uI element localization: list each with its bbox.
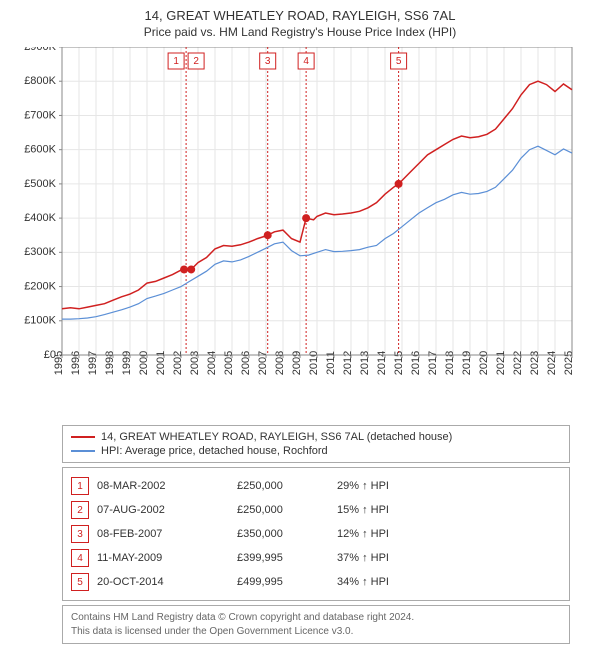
sale-num-badge: 5 xyxy=(71,573,89,591)
svg-text:4: 4 xyxy=(303,56,309,67)
sale-price: £350,000 xyxy=(237,528,337,540)
svg-text:2012: 2012 xyxy=(342,351,354,375)
svg-text:2002: 2002 xyxy=(172,351,184,375)
svg-text:2003: 2003 xyxy=(189,351,201,375)
sale-price: £250,000 xyxy=(237,480,337,492)
svg-text:2021: 2021 xyxy=(495,351,507,375)
svg-text:1999: 1999 xyxy=(121,351,133,375)
legend-label: 14, GREAT WHEATLEY ROAD, RAYLEIGH, SS6 7… xyxy=(101,431,452,443)
footer-box: Contains HM Land Registry data © Crown c… xyxy=(62,605,570,644)
svg-text:1996: 1996 xyxy=(70,351,82,375)
legend-box: 14, GREAT WHEATLEY ROAD, RAYLEIGH, SS6 7… xyxy=(62,425,570,463)
svg-text:£900K: £900K xyxy=(24,47,56,53)
svg-text:£500K: £500K xyxy=(24,178,56,190)
sale-diff: 34% ↑ HPI xyxy=(337,576,561,588)
svg-text:2020: 2020 xyxy=(478,351,490,375)
svg-text:2001: 2001 xyxy=(155,351,167,375)
svg-text:2017: 2017 xyxy=(427,351,439,375)
svg-text:2009: 2009 xyxy=(291,351,303,375)
chart-plot-wrapper: £0£100K£200K£300K£400K£500K£600K£700K£80… xyxy=(10,47,590,419)
chart-subtitle: Price paid vs. HM Land Registry's House … xyxy=(10,25,590,39)
sale-row: 4 11-MAY-2009£399,99537% ↑ HPI xyxy=(71,546,561,570)
sale-row: 5 20-OCT-2014£499,99534% ↑ HPI xyxy=(71,570,561,594)
footer-line-2: This data is licensed under the Open Gov… xyxy=(71,625,561,639)
svg-text:2018: 2018 xyxy=(444,351,456,375)
svg-text:2006: 2006 xyxy=(240,351,252,375)
svg-text:2010: 2010 xyxy=(308,351,320,375)
sale-date: 08-FEB-2007 xyxy=(97,528,237,540)
svg-text:2025: 2025 xyxy=(563,351,575,375)
svg-text:2015: 2015 xyxy=(393,351,405,375)
sale-diff: 15% ↑ HPI xyxy=(337,504,561,516)
svg-text:2019: 2019 xyxy=(461,351,473,375)
sale-date: 07-AUG-2002 xyxy=(97,504,237,516)
sale-price: £399,995 xyxy=(237,552,337,564)
svg-text:2022: 2022 xyxy=(512,351,524,375)
svg-text:2014: 2014 xyxy=(376,351,388,375)
svg-text:1998: 1998 xyxy=(104,351,116,375)
svg-text:£700K: £700K xyxy=(24,109,56,121)
legend-item: 14, GREAT WHEATLEY ROAD, RAYLEIGH, SS6 7… xyxy=(71,430,561,444)
svg-text:2000: 2000 xyxy=(138,351,150,375)
sale-num-badge: 3 xyxy=(71,525,89,543)
legend-swatch xyxy=(71,436,95,438)
svg-text:1995: 1995 xyxy=(53,351,65,375)
chart-svg: £0£100K£200K£300K£400K£500K£600K£700K£80… xyxy=(10,47,590,391)
svg-text:2007: 2007 xyxy=(257,351,269,375)
legend-item: HPI: Average price, detached house, Roch… xyxy=(71,444,561,458)
legend-swatch xyxy=(71,450,95,452)
sale-price: £250,000 xyxy=(237,504,337,516)
sale-date: 08-MAR-2002 xyxy=(97,480,237,492)
svg-text:2004: 2004 xyxy=(206,351,218,375)
svg-text:1997: 1997 xyxy=(87,351,99,375)
svg-text:3: 3 xyxy=(265,56,271,67)
sale-num-badge: 2 xyxy=(71,501,89,519)
chart-container: 14, GREAT WHEATLEY ROAD, RAYLEIGH, SS6 7… xyxy=(0,0,600,650)
svg-text:£200K: £200K xyxy=(24,280,56,292)
svg-text:1: 1 xyxy=(173,56,179,67)
sales-table: 1 08-MAR-2002£250,00029% ↑ HPI 2 07-AUG-200… xyxy=(62,467,570,601)
footer-line-1: Contains HM Land Registry data © Crown c… xyxy=(71,611,561,625)
sale-num-badge: 1 xyxy=(71,477,89,495)
svg-text:2016: 2016 xyxy=(410,351,422,375)
svg-text:£100K: £100K xyxy=(24,315,56,327)
svg-text:2023: 2023 xyxy=(529,351,541,375)
svg-text:£300K: £300K xyxy=(24,246,56,258)
svg-text:2024: 2024 xyxy=(546,351,558,375)
svg-text:£600K: £600K xyxy=(24,144,56,156)
svg-text:2: 2 xyxy=(193,56,199,67)
svg-text:2008: 2008 xyxy=(274,351,286,375)
svg-text:2013: 2013 xyxy=(359,351,371,375)
sale-num-badge: 4 xyxy=(71,549,89,567)
sale-row: 1 08-MAR-2002£250,00029% ↑ HPI xyxy=(71,474,561,498)
sale-date: 20-OCT-2014 xyxy=(97,576,237,588)
chart-header: 14, GREAT WHEATLEY ROAD, RAYLEIGH, SS6 7… xyxy=(10,8,590,39)
svg-text:2005: 2005 xyxy=(223,351,235,375)
legend-label: HPI: Average price, detached house, Roch… xyxy=(101,445,328,457)
sale-diff: 12% ↑ HPI xyxy=(337,528,561,540)
sale-row: 2 07-AUG-2002£250,00015% ↑ HPI xyxy=(71,498,561,522)
sale-row: 3 08-FEB-2007£350,00012% ↑ HPI xyxy=(71,522,561,546)
sale-date: 11-MAY-2009 xyxy=(97,552,237,564)
sale-price: £499,995 xyxy=(237,576,337,588)
sale-diff: 37% ↑ HPI xyxy=(337,552,561,564)
chart-title: 14, GREAT WHEATLEY ROAD, RAYLEIGH, SS6 7… xyxy=(10,8,590,23)
svg-text:£800K: £800K xyxy=(24,75,56,87)
sale-diff: 29% ↑ HPI xyxy=(337,480,561,492)
svg-text:5: 5 xyxy=(396,56,402,67)
svg-text:£400K: £400K xyxy=(24,212,56,224)
